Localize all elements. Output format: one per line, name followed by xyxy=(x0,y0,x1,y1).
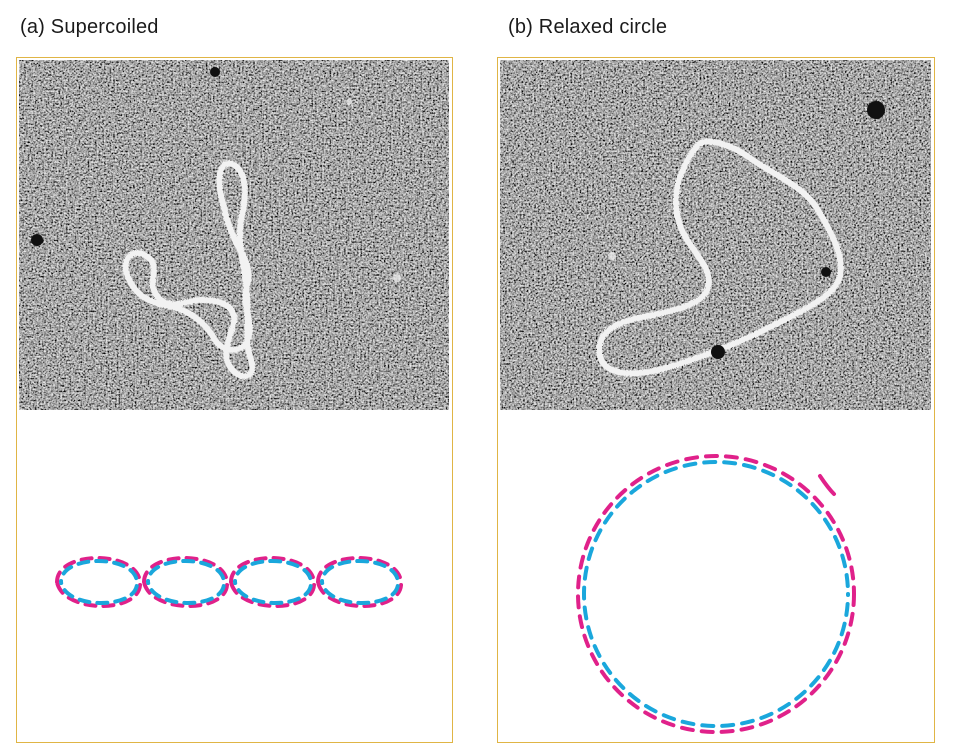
relaxed-circle-diagram xyxy=(576,454,856,734)
panel-supercoiled xyxy=(16,57,453,743)
relaxed-strand-blue xyxy=(582,460,850,728)
supercoil-strand-pink xyxy=(54,556,143,608)
relaxed-nick xyxy=(818,474,836,496)
supercoiled-micrograph xyxy=(19,60,449,410)
supercoiled-diagram xyxy=(54,556,404,608)
panel-relaxed-circle xyxy=(497,57,935,743)
relaxed-circle-micrograph xyxy=(500,60,931,410)
panel-b-label: (b) Relaxed circle xyxy=(508,16,668,38)
relaxed-strand-pink xyxy=(576,454,856,734)
panel-a-label: (a) Supercoiled xyxy=(20,16,159,38)
